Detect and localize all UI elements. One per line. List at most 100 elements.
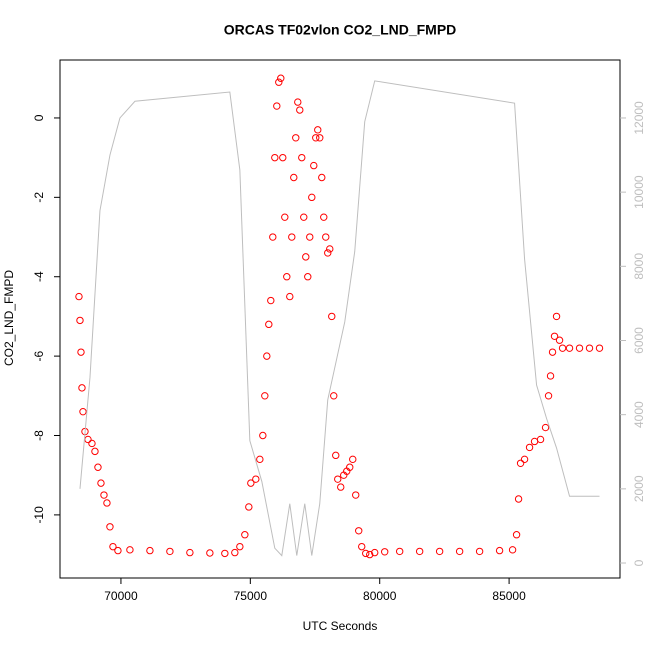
data-point	[247, 479, 255, 487]
data-point	[78, 384, 86, 392]
data-point	[332, 451, 340, 460]
data-point	[91, 447, 99, 456]
data-point	[75, 292, 83, 301]
y2-tick-label: 0	[632, 559, 646, 566]
data-point	[475, 547, 484, 556]
data-point	[352, 491, 360, 499]
data-point	[355, 527, 363, 535]
y2-tick-label: 12000	[632, 101, 646, 135]
data-point	[126, 546, 134, 554]
data-point	[314, 126, 322, 134]
y-tick-label: 0	[32, 114, 46, 121]
data-point	[306, 233, 314, 241]
data-point	[548, 348, 557, 356]
data-point	[565, 344, 574, 352]
data-point	[186, 548, 194, 557]
data-point	[520, 455, 529, 464]
y2-tick-label: 4000	[632, 401, 646, 428]
data-point	[514, 495, 523, 503]
data-point	[508, 546, 517, 554]
data-point	[310, 161, 318, 170]
data-point	[269, 233, 277, 241]
data-point	[94, 463, 102, 471]
data-point	[552, 312, 561, 321]
data-point	[231, 548, 239, 557]
data-point	[536, 435, 545, 444]
data-point	[318, 173, 326, 182]
y-tick-label: -2	[32, 192, 46, 203]
data-point	[252, 475, 260, 483]
data-point	[544, 392, 553, 400]
data-point	[337, 483, 345, 491]
data-point	[455, 547, 464, 556]
y2-tick-label: 8000	[632, 253, 646, 280]
data-point	[100, 491, 108, 499]
data-point	[114, 546, 122, 555]
y-tick-label: -6	[32, 350, 46, 361]
data-point	[283, 273, 291, 281]
x-tick-label: 75000	[234, 589, 268, 603]
data-point	[271, 153, 279, 162]
data-point	[79, 407, 87, 416]
data-point	[263, 352, 271, 360]
data-point	[525, 443, 534, 452]
data-point	[322, 233, 330, 241]
data-point	[349, 455, 357, 464]
y2-tick-label: 10000	[632, 175, 646, 209]
y-tick-label: -4	[32, 271, 46, 282]
y-tick-label: -10	[32, 506, 46, 524]
data-point	[302, 253, 310, 261]
data-point	[265, 320, 273, 329]
data-point	[245, 503, 253, 511]
y2-tick-label: 6000	[632, 327, 646, 354]
chart-title: ORCAS TF02vlon CO2_LND_FMPD	[224, 22, 457, 38]
data-point	[109, 542, 117, 551]
data-point	[103, 499, 111, 507]
x-tick-label: 70000	[104, 589, 138, 603]
data-point	[362, 549, 370, 558]
data-point	[206, 549, 214, 557]
data-point	[300, 213, 308, 221]
y2-tick-label: 2000	[632, 475, 646, 502]
data-point	[221, 549, 229, 558]
data-point	[296, 106, 304, 114]
data-point	[381, 548, 389, 556]
data-point	[415, 547, 424, 556]
x-axis-label: UTC Seconds	[303, 619, 378, 633]
data-point	[328, 312, 336, 321]
data-point	[308, 193, 316, 202]
data-point	[512, 531, 521, 539]
x-tick-label: 85000	[492, 589, 526, 603]
data-point	[97, 479, 105, 487]
data-point	[261, 392, 269, 400]
data-point	[88, 439, 96, 448]
data-point	[435, 547, 444, 556]
data-point	[76, 316, 84, 325]
data-point	[585, 344, 594, 352]
series-line	[79, 80, 600, 557]
data-point	[241, 531, 249, 539]
data-point	[281, 213, 289, 221]
data-point	[77, 348, 85, 356]
data-point	[236, 542, 244, 551]
data-point	[288, 233, 296, 241]
data-point	[304, 273, 312, 281]
data-point	[106, 523, 114, 531]
data-point	[371, 548, 379, 557]
data-point	[320, 213, 328, 221]
data-point	[366, 550, 374, 559]
data-point	[286, 292, 294, 301]
data-point	[292, 134, 300, 142]
data-point	[326, 245, 334, 253]
data-point	[516, 459, 525, 467]
data-point	[290, 173, 298, 182]
data-point	[166, 547, 174, 556]
data-point	[495, 546, 504, 555]
data-point	[294, 98, 302, 106]
data-point	[555, 336, 564, 344]
data-point	[273, 102, 281, 110]
data-point	[546, 372, 555, 380]
x-tick-label: 80000	[363, 589, 397, 603]
data-point	[358, 542, 366, 551]
